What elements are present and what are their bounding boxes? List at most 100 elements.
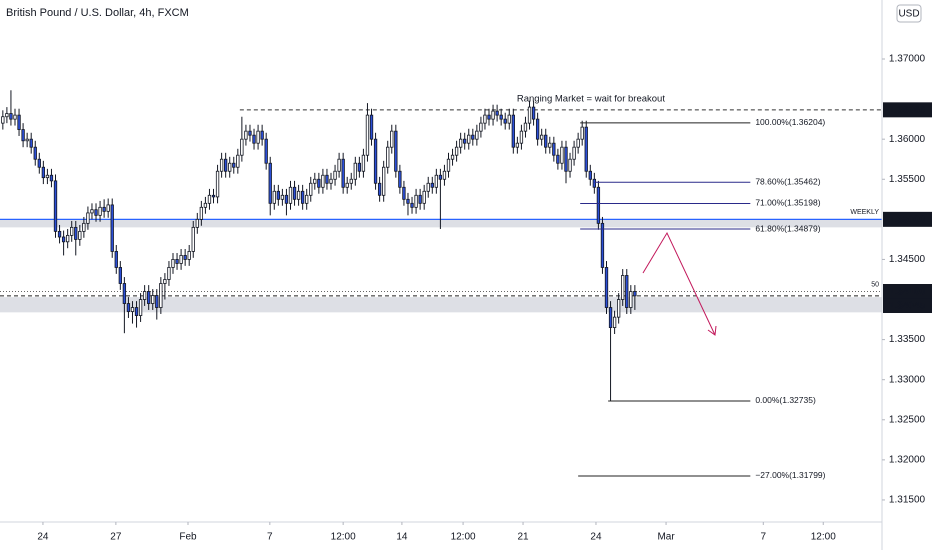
x-tick-label: Feb [179, 532, 197, 543]
x-tick-label: 7 [267, 532, 273, 543]
candle-body [151, 295, 155, 304]
y-tick-label: 1.31500 [889, 495, 926, 506]
candle-body [215, 170, 220, 198]
candle-body [552, 142, 556, 156]
candle-body [446, 158, 451, 172]
candle-body [9, 113, 13, 120]
candle-body [272, 190, 276, 204]
candle-body [503, 118, 507, 124]
candle-body [633, 291, 637, 297]
candle-body [288, 186, 293, 204]
price-label-box [883, 284, 932, 300]
candle-body [600, 222, 605, 268]
candle-body [199, 206, 204, 220]
candle-body [309, 182, 313, 196]
candle-body [515, 142, 520, 148]
candle-body [167, 267, 171, 280]
price-label-box [883, 211, 932, 227]
candle-body [280, 194, 285, 200]
candle-body [256, 130, 260, 144]
candle-body [467, 134, 471, 144]
fib-label: −27.00%(1.31799) [755, 470, 825, 480]
candle-body [21, 129, 25, 142]
candle-body [556, 154, 560, 164]
y-tick-label: 1.35500 [889, 174, 926, 185]
candle-body [596, 186, 601, 224]
candle-body [305, 194, 309, 204]
candle-body [25, 138, 29, 142]
candle-body [560, 146, 564, 164]
y-tick-label: 1.32500 [889, 414, 926, 425]
candle-body [365, 114, 370, 156]
y-tick-label: 1.33000 [889, 374, 926, 385]
candle-body [511, 114, 515, 148]
x-tick-label: 24 [37, 532, 49, 543]
candle-body [37, 158, 41, 168]
candle-body [471, 134, 475, 140]
candle-body [13, 114, 17, 120]
candle-body [207, 194, 212, 204]
candle-body [568, 158, 572, 172]
candle-body [426, 182, 430, 192]
currency-box[interactable] [896, 4, 922, 23]
candle-body [390, 130, 394, 148]
candle-body [33, 146, 37, 160]
candle-body [163, 279, 167, 284]
candle-body [377, 182, 382, 196]
x-tick-label: 21 [517, 532, 529, 543]
candle-body [499, 114, 503, 120]
y-tick-label: 1.32000 [889, 455, 926, 466]
candle-body [361, 154, 366, 172]
candle-body [410, 202, 414, 208]
candle-body [98, 206, 102, 216]
candle-body [544, 134, 548, 148]
candle-body [159, 283, 163, 308]
candle-body [57, 230, 62, 238]
x-tick-label: 14 [396, 532, 408, 543]
candle-body [617, 299, 621, 318]
candle-body [442, 170, 447, 180]
candle-body [175, 259, 179, 264]
candle-body [106, 204, 110, 212]
x-tick-label: 24 [590, 532, 602, 543]
candle-body [495, 110, 499, 116]
candle-body [78, 230, 82, 240]
candle-body [82, 222, 86, 232]
candle-body [572, 146, 576, 160]
candle-body [394, 130, 398, 172]
price-label: 1.35000 [889, 214, 926, 225]
candle-body [284, 194, 289, 204]
candle-body [232, 162, 236, 168]
y-tick-label: 1.36000 [889, 134, 926, 145]
candle-body [147, 291, 151, 304]
candle-body [183, 255, 187, 260]
candle-body [240, 138, 244, 156]
y-tick-label: 1.37000 [889, 54, 926, 65]
currency-label[interactable]: USD [898, 9, 919, 20]
candle-body [592, 178, 597, 188]
candle-body [458, 138, 463, 148]
candle-body [333, 170, 337, 180]
candle-body [142, 291, 147, 300]
candle-body [236, 154, 240, 168]
candle-body [507, 114, 511, 124]
candle-body [122, 283, 127, 304]
x-tick-label: Mar [657, 532, 675, 543]
candle-body [300, 190, 305, 204]
candle-body [357, 162, 362, 172]
candle-body [487, 114, 491, 120]
candle-body [248, 130, 252, 136]
fib-label: 78.60%(1.35462) [755, 177, 820, 187]
candle-body [74, 226, 78, 240]
candle-body [479, 122, 483, 132]
price-label: 1.34100 [889, 287, 926, 298]
candle-body [523, 122, 528, 132]
candle-body [86, 212, 90, 224]
candle-body [17, 114, 21, 130]
candle-body [179, 255, 183, 264]
candle-body [576, 138, 580, 148]
candle-body [49, 174, 54, 182]
candle-body [126, 303, 131, 312]
candle-body [102, 206, 106, 212]
candle-body [114, 251, 118, 268]
